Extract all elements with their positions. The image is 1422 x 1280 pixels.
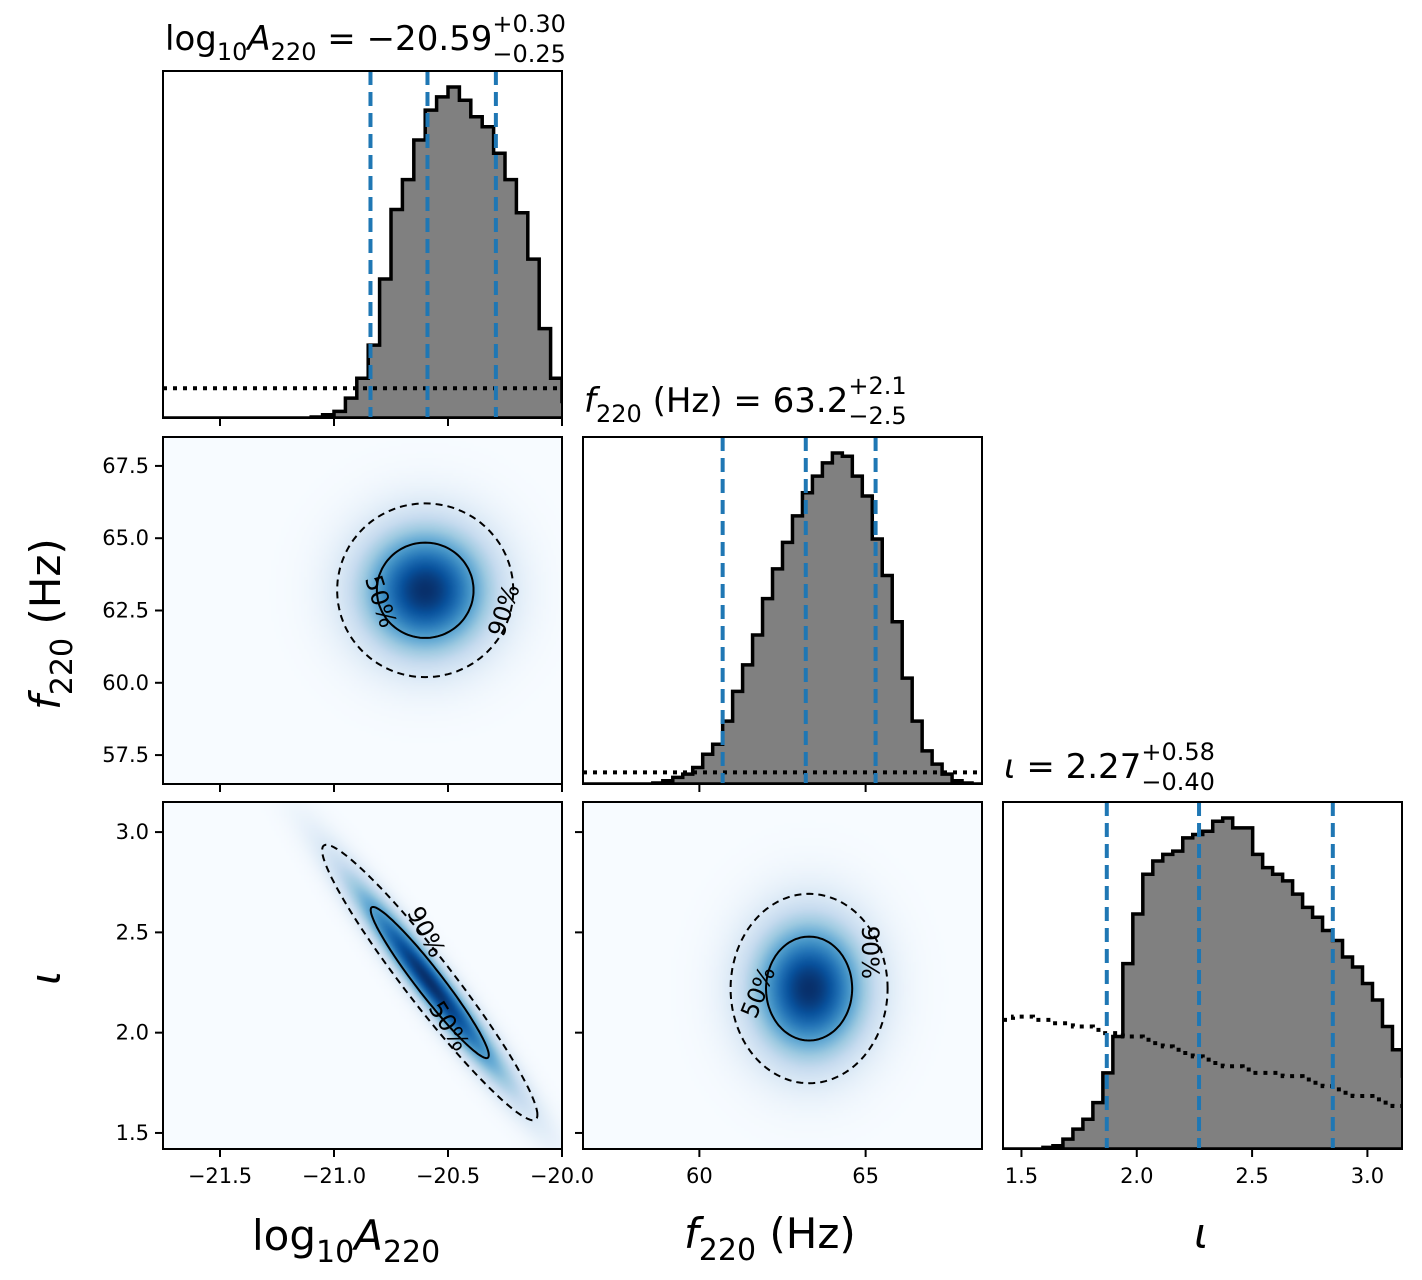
panel-logA-f-density: 50% 90%	[162, 436, 563, 785]
ylabel-f: f220 (Hz)	[21, 538, 80, 710]
x-logA-row2-ticklabel-2: −20.5	[416, 1164, 480, 1188]
panel-logA-iota-density: 90%50%	[162, 801, 563, 1150]
f-iota-contour-90	[729, 892, 889, 1085]
title-f: f220 (Hz) = 63.2+2.1 −2.5	[584, 372, 907, 430]
logA-iota-contour-90	[321, 843, 539, 1122]
x-logA-row2-ticklabel-1: −21.0	[302, 1164, 366, 1188]
y-iota-ticklabel-2: 2.5	[116, 920, 149, 944]
f-iota-label-outer: 90%	[856, 926, 884, 979]
x-iota-row2-ticklabel-1: 2.0	[1120, 1164, 1153, 1188]
y-f-ticklabel-0: 57.5	[102, 743, 149, 767]
title-iota: ι = 2.27+0.58 −0.40	[1004, 738, 1215, 796]
panel-f-marginal	[582, 436, 983, 785]
y-iota-ticklabel-1: 2.0	[116, 1021, 149, 1045]
f-iota-contour-50	[764, 935, 854, 1042]
x-logA-row2-ticklabel-0: −21.5	[188, 1164, 252, 1188]
xlabel-f: f220 (Hz)	[684, 1209, 856, 1268]
panel-iota-marginal	[1002, 801, 1403, 1150]
y-f-ticklabel-1: 60.0	[102, 671, 149, 695]
f-histogram	[583, 451, 982, 784]
y-f-ticklabel-4: 67.5	[102, 454, 149, 478]
iota-histogram	[1003, 816, 1402, 1149]
x-f-row2-ticklabel-1: 65	[852, 1164, 879, 1188]
y-iota-ticklabel-0: 1.5	[116, 1121, 149, 1145]
y-iota-ticklabel-3: 3.0	[116, 820, 149, 844]
logA-iota-contour-50	[369, 906, 490, 1060]
panel-logA-marginal	[162, 70, 563, 419]
x-logA-row2-ticklabel-3: −20.0	[530, 1164, 594, 1188]
xlabel-iota: ι	[1194, 1209, 1208, 1258]
iota-prior	[1003, 1014, 1402, 1115]
x-iota-row2-ticklabel-3: 3.0	[1351, 1164, 1384, 1188]
y-f-ticklabel-3: 65.0	[102, 526, 149, 550]
x-iota-row2-ticklabel-2: 2.5	[1235, 1164, 1268, 1188]
logA-histogram	[163, 85, 562, 418]
logA-f-contour-50	[375, 541, 475, 639]
tick-layer: −21.5 −21.0 −20.5 −20.0 60 65 1.5 2.0 2.5 3.0 57.5…	[102, 418, 1384, 1188]
title-logA: log10A220 = −20.59+0.30 −0.25	[165, 10, 566, 68]
xlabel-logA: log10A220	[252, 1211, 440, 1270]
x-iota-row2-ticklabel-0: 1.5	[1005, 1164, 1038, 1188]
x-f-row2-ticklabel-0: 60	[686, 1164, 713, 1188]
panel-f-iota-density: 50%90%	[582, 801, 983, 1150]
logA-f-contour-90	[336, 502, 515, 679]
y-f-ticklabel-2: 62.5	[102, 599, 149, 623]
ylabel-iota: ι	[21, 971, 70, 985]
